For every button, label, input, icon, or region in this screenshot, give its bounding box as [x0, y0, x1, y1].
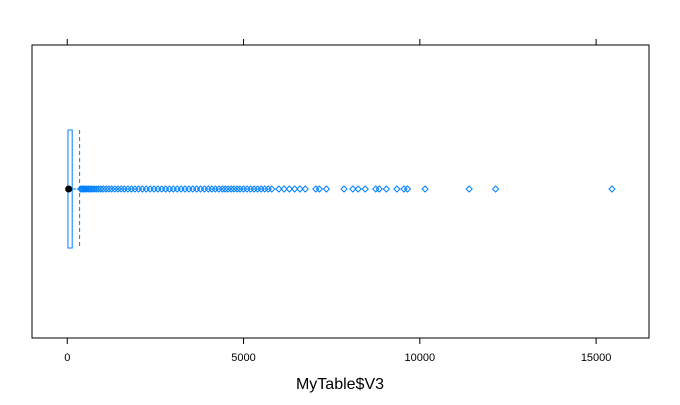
outlier-point [224, 185, 232, 193]
outlier-point [107, 185, 116, 193]
outlier-point [105, 185, 113, 193]
outlier-point [161, 185, 170, 193]
outlier-point [275, 185, 283, 193]
outlier-point [79, 185, 88, 193]
outlier-point [301, 185, 309, 193]
outlier-point [142, 185, 150, 193]
outlier-point [99, 185, 107, 193]
outlier-point [196, 185, 205, 193]
x-tick-labels: 0 5000 10000 15000 [64, 352, 611, 364]
outlier-point [296, 185, 304, 193]
outlier-point [465, 185, 473, 193]
outlier-points [76, 185, 616, 193]
outlier-point [158, 185, 166, 193]
x-tick-label: 5000 [231, 352, 255, 364]
outlier-point [181, 185, 189, 193]
outlier-point [393, 185, 401, 193]
outlier-point [102, 185, 110, 193]
outlier-point [268, 185, 276, 193]
plot-frame [31, 44, 650, 339]
top-axis-ticks [66, 39, 597, 45]
x-axis-title: MyTable$V3 [296, 376, 384, 393]
outlier-point [349, 185, 357, 193]
outlier-point [189, 185, 197, 193]
outlier-point [421, 185, 429, 193]
outlier-point [94, 185, 102, 193]
outlier-point [117, 185, 125, 193]
outlier-point [111, 185, 119, 193]
outlier-point [200, 185, 209, 193]
outlier-point [138, 185, 147, 193]
outlier-point [315, 185, 324, 193]
outlier-point [192, 185, 201, 193]
outlier-point [382, 185, 391, 193]
outlier-point [230, 185, 238, 193]
outlier-point [290, 185, 299, 193]
outlier-point [354, 185, 362, 193]
outlier-point [491, 185, 500, 193]
outlier-point [221, 185, 229, 193]
x-tick-label: 15000 [581, 352, 612, 364]
outlier-point [177, 185, 185, 193]
outlier-point [375, 185, 383, 193]
outlier-point [97, 185, 105, 193]
median-dot [65, 185, 73, 193]
outlier-point [165, 185, 174, 193]
x-tick-label: 10000 [405, 352, 436, 364]
outlier-point [169, 185, 178, 193]
x-tick-label: 0 [64, 352, 70, 364]
outlier-point [361, 185, 369, 193]
outlier-point [114, 185, 122, 193]
outlier-point [146, 185, 154, 193]
outlier-point [150, 185, 158, 193]
outlier-point [403, 185, 412, 193]
outlier-point [185, 185, 193, 193]
bottom-axis-ticks [66, 338, 597, 344]
outlier-point [233, 185, 241, 193]
outlier-point [218, 185, 227, 193]
outlier-point [173, 185, 181, 193]
outlier-point [227, 185, 235, 193]
outlier-point [322, 185, 331, 193]
outlier-point [280, 185, 288, 193]
outlier-point [608, 185, 616, 193]
outlier-point [340, 185, 348, 193]
outlier-point [285, 185, 294, 193]
outlier-point [154, 185, 162, 193]
